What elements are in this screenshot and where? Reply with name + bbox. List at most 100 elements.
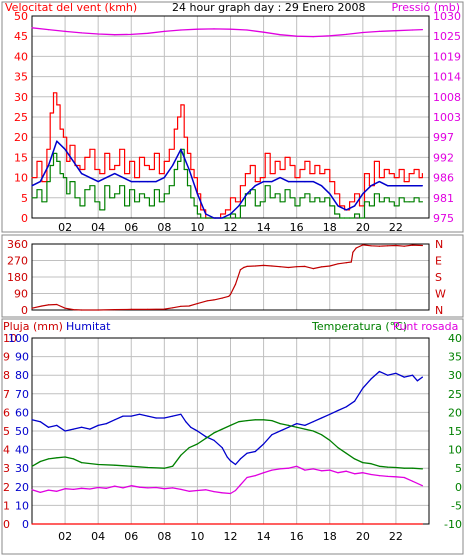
dewpoint-series-point [246,476,248,479]
wind-average-series-point [388,201,390,203]
dewpoint-series-point [387,475,389,477]
wind-smoothed-series-point [213,217,215,219]
direction-series-point [188,305,190,307]
x-tick-label: 18 [323,530,337,543]
wind-gust-series-point [104,152,106,154]
wind-smoothed-series-point [320,185,323,187]
wind-gust-series-point [289,164,291,167]
wind-gust-series-point [134,177,136,179]
wind-average-series-point [224,217,227,219]
rain-y-tick: 10 [3,332,17,345]
wind-smoothed-series-point [238,205,240,207]
direction-series-point [411,244,414,246]
pressure-series-point [329,35,331,37]
dewpoint-series-point [31,489,33,491]
wind-average-series-point [138,193,141,195]
wind-smoothed-series-point [147,181,149,183]
humidity-series-point [337,409,339,412]
wind-smoothed-series-point [354,205,356,207]
wind-y-tick: 0 [21,212,28,225]
temperature-series-point [188,447,190,449]
pressure-y-tick: 1003 [433,111,461,124]
x-tick-label: 14 [257,530,271,543]
dewpoint-series-point [395,476,397,478]
dewpoint-series-point [271,469,273,471]
temperature-y-tick: 30 [448,369,462,382]
dewpoint-series-point [403,476,405,479]
wind-y-axis-labels: 0 5 10 15 20 25 30 35 40 45 50 [14,10,28,225]
temperature-series-point [238,421,240,423]
x-tick-label: 06 [124,221,138,234]
temperature-series-point [130,465,132,467]
direction-series-point [172,307,174,309]
direction-panel-border [1,234,464,318]
dewpoint-series-point [354,473,356,475]
wind-gust-series-point [94,168,96,171]
dewpoint-series-point [320,470,323,472]
wind-average-series-point [193,205,195,207]
wind-average-series-point [408,201,410,203]
humidity-series-point [329,413,331,415]
wind-gust-series-point [363,173,366,175]
wind-average-series-point [190,197,192,199]
legend-dewpoint: Punt rosada [393,320,458,333]
temperature-series-point [329,439,331,441]
wind-smoothed-series-point [279,177,281,179]
wind-gust-series-point [66,160,68,162]
pressure-series-point [263,31,265,33]
dewpoint-series-point [263,472,265,474]
wind-average-series-point [239,205,241,207]
x-tick-label: 02 [58,221,72,234]
wind-average-series-point [279,201,281,203]
temperature-y-tick: 40 [448,332,462,345]
wind-smoothed-series-point [263,181,265,183]
dewpoint-series-point [421,485,423,487]
wind-gust-series-point [314,164,316,167]
pressure-series-point [47,29,50,31]
pressure-y-tick: 1030 [433,10,461,23]
temperature-y-tick: 0 [455,481,462,494]
wind-average-series-point [148,205,150,207]
dewpoint-series-point [56,490,58,492]
wind-average-series-point [421,201,423,203]
wind-gust-series-point [234,201,237,203]
x-tick-label: 22 [389,530,403,543]
dewpoint-series-point [147,487,149,489]
direction-series-point [296,266,298,268]
wind-average-series-point [183,168,185,171]
wind-average-series-point [36,189,38,191]
dewpoint-series-point [205,489,207,491]
rain-y-axis-labels: 0 1 2 3 4 5 6 7 8 9 10 [3,332,17,531]
direction-series-point [213,299,215,301]
direction-series-point [279,266,281,268]
direction-series-point [72,309,74,311]
direction-series-group [31,244,423,311]
x-tick-label: 14 [257,221,271,234]
wind-average-series-point [309,201,311,203]
wind-average-series-point [403,201,405,203]
wind-average-series-point [31,197,33,199]
direction-series-point [345,262,347,264]
wind-smoothed-series-point [138,181,141,183]
wind-average-series-point [41,201,43,203]
wind-average-series-point [119,185,121,187]
humidity-y-tick: 90 [15,351,29,364]
x-tick-label: 16 [290,530,304,543]
wind-series-group [31,27,423,219]
dewpoint-series-point [188,490,190,492]
humidity-series-point [421,376,423,378]
wind-average-series-point [244,193,246,195]
temperature-series-point [31,465,33,467]
wind-smoothed-series [31,140,423,219]
humidity-series-point [395,372,397,374]
direction-series-point [234,283,237,285]
humidity-series-point [47,426,50,428]
wind-smoothed-series-point [312,181,314,183]
pressure-series-point [114,34,116,36]
dewpoint-series-point [105,487,107,489]
humidity-series-point [31,419,33,421]
wind-gust-series-point [153,152,155,154]
temperature-series-point [254,419,256,421]
wind-smoothed-series-point [39,181,41,183]
wind-gust-series-point [373,160,375,162]
